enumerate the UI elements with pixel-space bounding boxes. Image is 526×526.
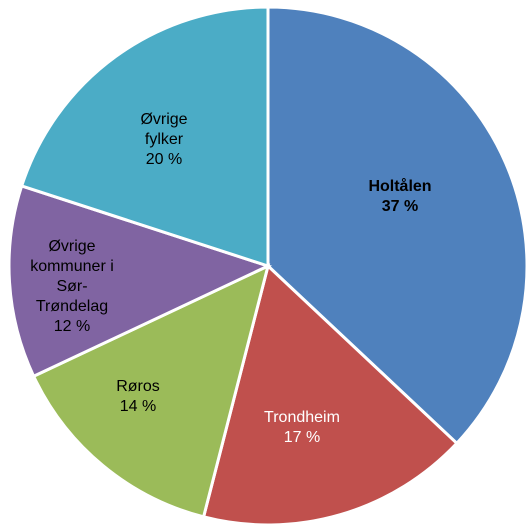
slice-label-box: Trondheim 17 % xyxy=(252,368,352,488)
value-label: 37 % xyxy=(381,198,419,215)
slice-label: Holtålen 37 % xyxy=(350,137,450,257)
slice-label: Røros 14 % xyxy=(98,337,178,457)
pie-slice xyxy=(201,263,459,526)
pie-slice xyxy=(31,263,271,519)
category-label: Røros xyxy=(116,378,160,395)
category-label: Trondheim xyxy=(264,409,340,426)
slice-label: Øvrige kommuner i Sør-Trøndelag 12 % xyxy=(29,227,115,347)
value-label: 12 % xyxy=(53,318,91,335)
slice-label: Trondheim 17 % xyxy=(252,368,352,488)
category-label: Øvrige fylker xyxy=(140,111,188,148)
category-label: Holtålen xyxy=(368,178,432,195)
slice-label-box: Øvrige fylker 20 % xyxy=(129,80,199,200)
slice-label: Øvrige fylker 20 % xyxy=(129,80,199,200)
value-label: 14 % xyxy=(119,398,157,415)
pie-slice xyxy=(7,184,273,379)
pie-slice xyxy=(19,5,270,269)
value-label: 20 % xyxy=(145,151,183,168)
pie-slice xyxy=(266,5,526,446)
value-label: 17 % xyxy=(283,429,321,446)
slice-label-box: Øvrige kommuner i Sør-Trøndelag 12 % xyxy=(29,227,115,347)
slice-label-box: Holtålen 37 % xyxy=(350,137,450,257)
slice-label-box: Røros 14 % xyxy=(98,337,178,457)
category-label: Øvrige kommuner i Sør-Trøndelag xyxy=(30,238,114,315)
